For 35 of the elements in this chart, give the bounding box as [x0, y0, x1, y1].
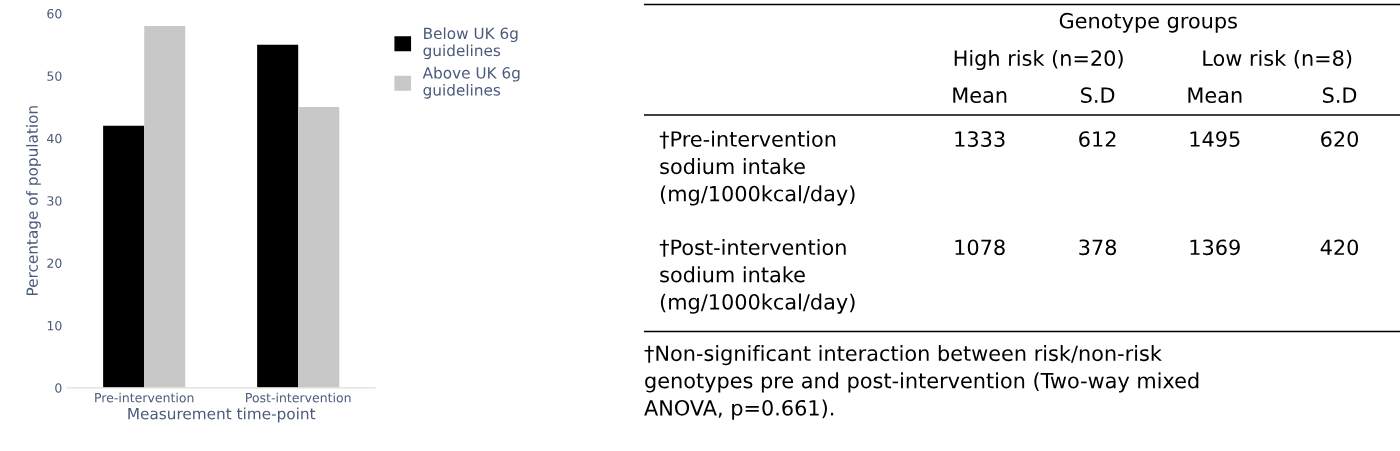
text: Low risk (n=8)	[1203, 49, 1352, 69]
text: †Non-significant interaction between risk/non-risk genotypes pre and post-intervention (Two-way mixed ANOVA, p=0.661).	[644, 345, 1199, 420]
y-tick-label: 50	[47, 71, 62, 81]
y-tick-label: 0	[55, 383, 62, 393]
bar	[298, 107, 340, 388]
data-label: 378	[1079, 239, 1117, 256]
x-tick-label: S.D	[1081, 87, 1115, 104]
data-label: 1369	[1190, 239, 1240, 256]
data-label: 1333	[955, 131, 1005, 147]
legend-label: Above UK 6g guidelines	[422, 66, 520, 99]
x-tick-label: S.D	[1322, 87, 1357, 104]
y-tick-label: †Pre-intervention sodium intake (mg/1000kcal/day)	[659, 130, 855, 206]
x-tick-label: Pre-intervention	[95, 392, 194, 403]
x-tick-label: Mean	[953, 87, 1007, 104]
bar	[103, 125, 145, 388]
x-tick-label: Mean	[1188, 87, 1242, 104]
data-label: 420	[1320, 239, 1359, 256]
y-tick-label: 60	[47, 9, 62, 19]
text: High risk (n=20)	[954, 49, 1123, 71]
data-label: 1078	[955, 239, 1005, 256]
y-tick-label: 30	[47, 196, 62, 206]
y-axis-title: Percentage of population	[26, 106, 41, 296]
data-label: 1495	[1190, 131, 1240, 147]
legend-label: Below UK 6g guidelines	[423, 27, 518, 60]
x-tick-label: Post-intervention	[246, 392, 351, 403]
y-tick-label: 10	[47, 320, 62, 331]
bar	[257, 44, 299, 388]
data-label: 612	[1079, 131, 1116, 147]
y-tick-label: †Post-intervention sodium intake (mg/1000kcal/day)	[659, 239, 855, 314]
y-tick-label: 40	[47, 133, 62, 144]
data-label: 620	[1321, 131, 1359, 147]
chart-title: Genotype groups	[1059, 12, 1237, 33]
x-axis-title: Measurement time-point	[128, 407, 316, 423]
y-tick-label: 20	[47, 258, 62, 269]
bar	[144, 26, 186, 388]
